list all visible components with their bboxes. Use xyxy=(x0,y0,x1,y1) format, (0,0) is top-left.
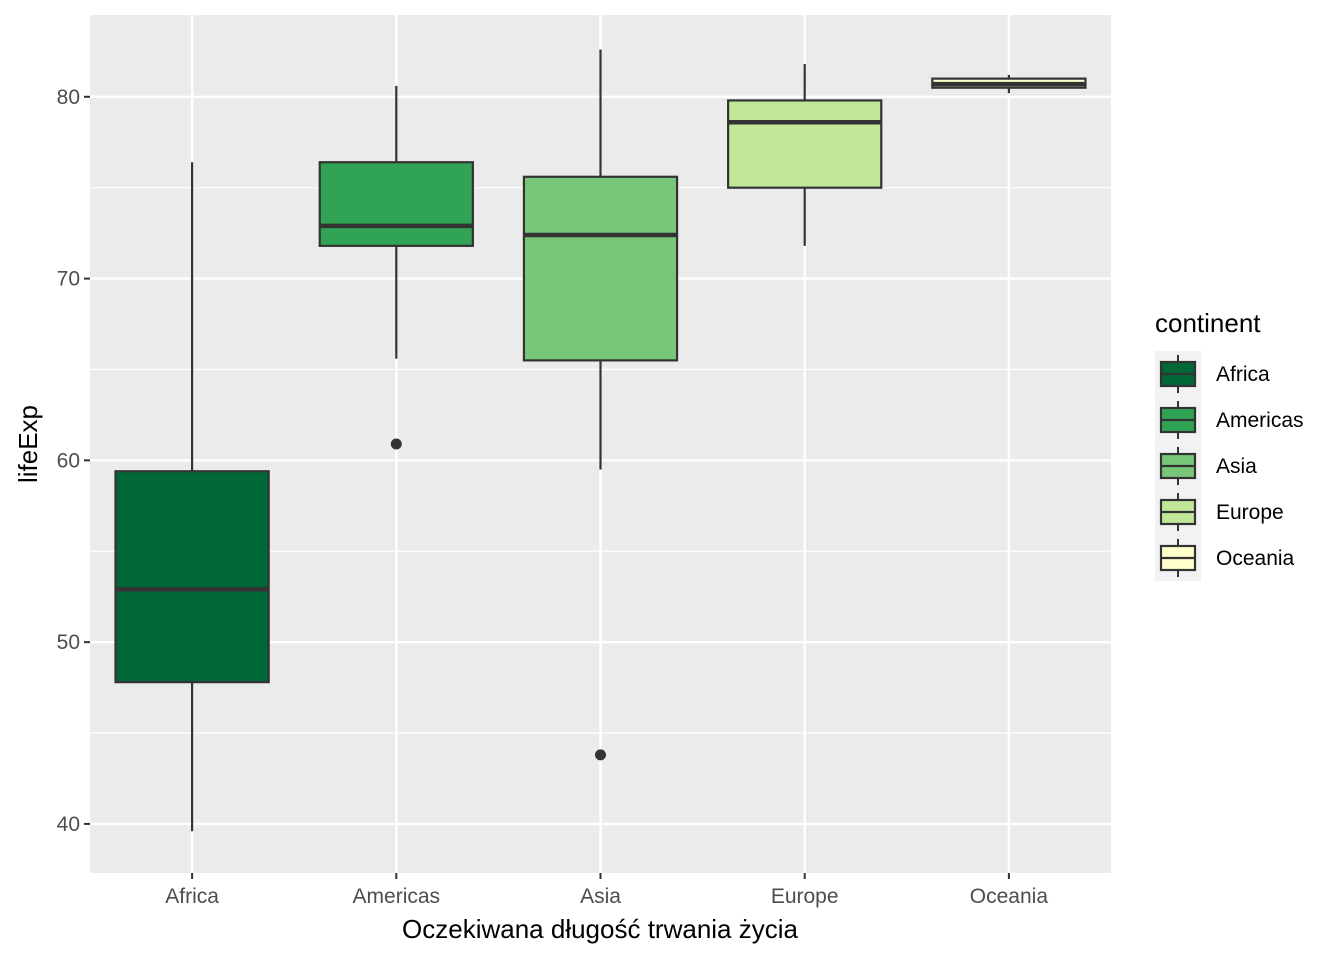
legend-item-americas: Americas xyxy=(1159,401,1304,439)
box-africa xyxy=(114,162,270,832)
legend-label: Africa xyxy=(1216,363,1270,386)
outlier-point xyxy=(390,438,402,450)
y-tick-label: 40 xyxy=(57,813,80,836)
legend-label: Americas xyxy=(1216,409,1304,432)
box-americas xyxy=(318,85,474,450)
legend-label: Asia xyxy=(1216,455,1257,478)
legend-item-asia: Asia xyxy=(1159,447,1257,485)
y-tick-label: 50 xyxy=(57,631,80,654)
x-tick-label: Americas xyxy=(353,885,441,908)
box-iqr xyxy=(522,175,679,362)
box-iqr xyxy=(114,470,270,684)
box-asia xyxy=(522,49,679,761)
boxes xyxy=(114,49,1087,832)
box-oceania xyxy=(931,74,1087,94)
y-tick-label: 70 xyxy=(57,268,80,291)
box-europe xyxy=(727,64,883,246)
x-tick-label: Europe xyxy=(771,885,839,908)
x-tick-label: Oceania xyxy=(970,885,1049,908)
y-axis: 40 50 60 70 80 xyxy=(57,86,90,836)
outlier-point xyxy=(595,749,606,761)
legend-item-europe: Europe xyxy=(1159,493,1284,531)
box-iqr xyxy=(727,99,883,189)
legend-label: Europe xyxy=(1216,501,1284,524)
x-tick-label: Asia xyxy=(580,885,621,908)
legend: continent Africa Americas Asia Europe Oceani… xyxy=(1155,308,1304,581)
y-tick-label: 80 xyxy=(57,86,80,109)
x-axis: Africa Americas Asia Europe Oceania xyxy=(165,873,1048,908)
legend-label: Oceania xyxy=(1216,547,1295,570)
y-axis-title: lifeExp xyxy=(13,405,43,483)
legend-title: continent xyxy=(1155,308,1261,338)
x-axis-title: Oczekiwana długość trwania życia xyxy=(402,914,798,944)
box-iqr xyxy=(318,161,474,247)
y-tick-label: 60 xyxy=(57,449,80,472)
legend-item-oceania: Oceania xyxy=(1159,539,1295,577)
legend-item-africa: Africa xyxy=(1159,355,1270,393)
x-tick-label: Africa xyxy=(165,885,219,908)
